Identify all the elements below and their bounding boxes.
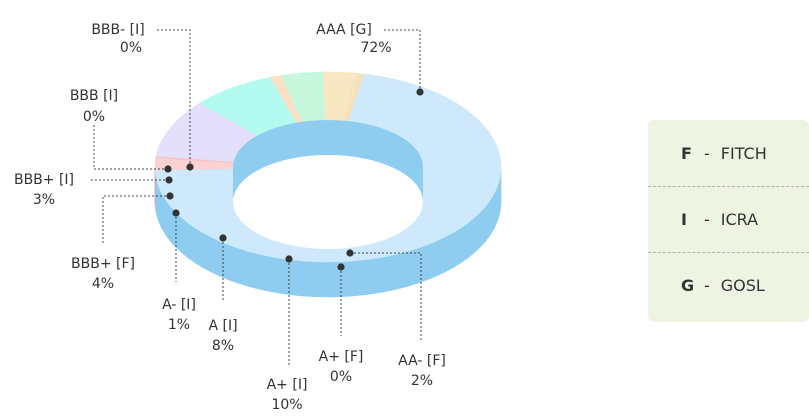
slice-label: AA- [F] 2% — [346, 249, 446, 389]
legend-name: GOSL — [720, 276, 765, 295]
legend-item-fitch: F - FITCH — [648, 120, 809, 186]
legend-code: F — [681, 143, 692, 163]
label-dot — [219, 234, 227, 242]
donut-chart: AAA [G] 72% AA- [F] 2% A+ [F] 0% A+ [I] 10% A [I… — [14, 22, 502, 413]
slice-percent-label: 0% — [120, 40, 142, 56]
slice-name-label: AA- [F] — [398, 353, 446, 369]
slice-label: BBB- [I] 0% — [91, 22, 194, 171]
label-dot — [337, 263, 345, 271]
donut-inner-wall — [233, 120, 423, 249]
legend-dash: - — [704, 210, 710, 229]
slice-name-label: BBB+ [F] — [71, 256, 135, 272]
slice-percent-label: 10% — [271, 397, 302, 413]
label-dot — [172, 209, 180, 217]
legend-code: I — [681, 210, 687, 229]
slice-label: A- [I] 1% — [162, 209, 196, 333]
legend-code: G — [681, 276, 695, 295]
label-dot — [416, 88, 424, 96]
leader-line — [382, 29, 421, 92]
slice-name-label: BBB [I] — [70, 88, 118, 104]
legend-item-icra: I - ICRA — [648, 186, 809, 252]
slice-label: BBB [I] 0% — [70, 88, 172, 173]
slice-name-label: A [I] — [208, 318, 237, 334]
label-dot — [346, 249, 354, 257]
slice-name-label: BBB+ [I] — [14, 172, 74, 188]
leader-line — [93, 124, 168, 170]
leader-line — [350, 252, 422, 340]
slice-percent-label: 0% — [83, 109, 105, 125]
slice-name-label: AAA [G] — [316, 22, 372, 38]
label-dot — [285, 255, 293, 263]
inner-wall — [233, 120, 423, 202]
label-dot — [186, 163, 194, 171]
slice-labels: AAA [G] 72% AA- [F] 2% A+ [F] 0% A+ [I] 10% A [I… — [14, 22, 446, 413]
label-dot — [166, 192, 174, 200]
slice-percent-label: 2% — [411, 373, 433, 389]
slice-label: AAA [G] 72% — [316, 22, 424, 96]
donut-hole — [233, 155, 423, 249]
leader-line — [156, 29, 191, 167]
slice-label: A [I] 8% — [208, 234, 238, 354]
slice-name-label: A- [I] — [162, 297, 196, 313]
slice-percent-label: 3% — [33, 192, 55, 208]
legend-item-gosl: G - GOSL — [648, 252, 809, 318]
slice-percent-label: 4% — [92, 276, 114, 292]
slice-name-label: A+ [I] — [267, 377, 308, 393]
slice-label: BBB+ [I] 3% — [14, 172, 173, 208]
legend-name: FITCH — [720, 143, 767, 163]
slice-percent-label: 72% — [360, 40, 391, 56]
slice-percent-label: 8% — [212, 338, 234, 354]
rating-agency-legend: F - FITCH I - ICRA G - GOSL — [648, 120, 809, 322]
slice-label: A+ [F] 0% — [319, 263, 364, 385]
slice-name-label: A+ [F] — [319, 349, 364, 365]
slice-percent-label: 0% — [330, 369, 352, 385]
slice-name-label: BBB- [I] — [91, 22, 144, 38]
slice-label: A+ [I] 10% — [267, 255, 308, 413]
legend-dash: - — [704, 276, 710, 295]
slice-percent-label: 1% — [168, 317, 190, 333]
slice-label: BBB+ [F] 4% — [71, 192, 174, 292]
label-dot — [165, 176, 173, 184]
legend-name: ICRA — [720, 210, 759, 229]
legend-dash: - — [704, 143, 710, 163]
label-dot — [164, 165, 172, 173]
